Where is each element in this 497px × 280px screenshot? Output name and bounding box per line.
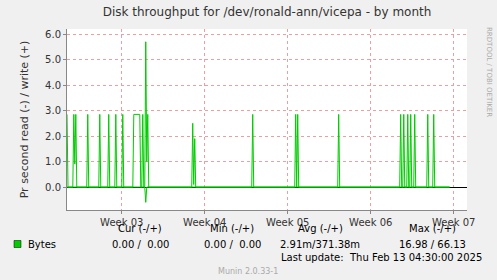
- svg-text:0.00 / 0.00: 0.00 / 0.00: [204, 239, 261, 250]
- svg-text:Avg (-/+): Avg (-/+): [298, 223, 343, 234]
- svg-text:2.0: 2.0: [45, 131, 61, 142]
- svg-text:1.0: 1.0: [45, 156, 61, 167]
- svg-text:Munin 2.0.33-1: Munin 2.0.33-1: [218, 267, 278, 276]
- svg-text:Week 03: Week 03: [100, 217, 143, 228]
- svg-text:0.0: 0.0: [45, 182, 61, 193]
- svg-text:RRDTOOL / TOBI OETIKER: RRDTOOL / TOBI OETIKER: [485, 27, 493, 117]
- svg-text:Cur (-/+): Cur (-/+): [118, 223, 162, 234]
- svg-text:3.0: 3.0: [45, 105, 61, 116]
- svg-text:Last update: Thu Feb 13 04:30: Last update: Thu Feb 13 04:30:00 2025: [281, 252, 482, 263]
- svg-text:Week 06: Week 06: [349, 217, 392, 228]
- svg-text:Max (-/+): Max (-/+): [409, 223, 456, 234]
- svg-text:Min (-/+): Min (-/+): [210, 223, 254, 234]
- svg-text:5.0: 5.0: [45, 54, 61, 65]
- svg-text:Pr second read (-) / write (+): Pr second read (-) / write (+): [18, 41, 31, 199]
- svg-text:Week 04: Week 04: [183, 217, 226, 228]
- svg-text:Bytes: Bytes: [28, 239, 56, 250]
- svg-text:6.0: 6.0: [45, 29, 61, 40]
- svg-text:Week 07: Week 07: [432, 217, 475, 228]
- svg-text:Week 05: Week 05: [266, 217, 309, 228]
- svg-text:Disk throughput for /dev/ronal: Disk throughput for /dev/ronald-ann/vice…: [103, 5, 432, 19]
- svg-text:4.0: 4.0: [45, 80, 61, 91]
- svg-text:16.98 / 66.13: 16.98 / 66.13: [399, 239, 466, 250]
- svg-text:2.91m/371.38m: 2.91m/371.38m: [280, 239, 360, 250]
- svg-text:0.00 / 0.00: 0.00 / 0.00: [112, 239, 169, 250]
